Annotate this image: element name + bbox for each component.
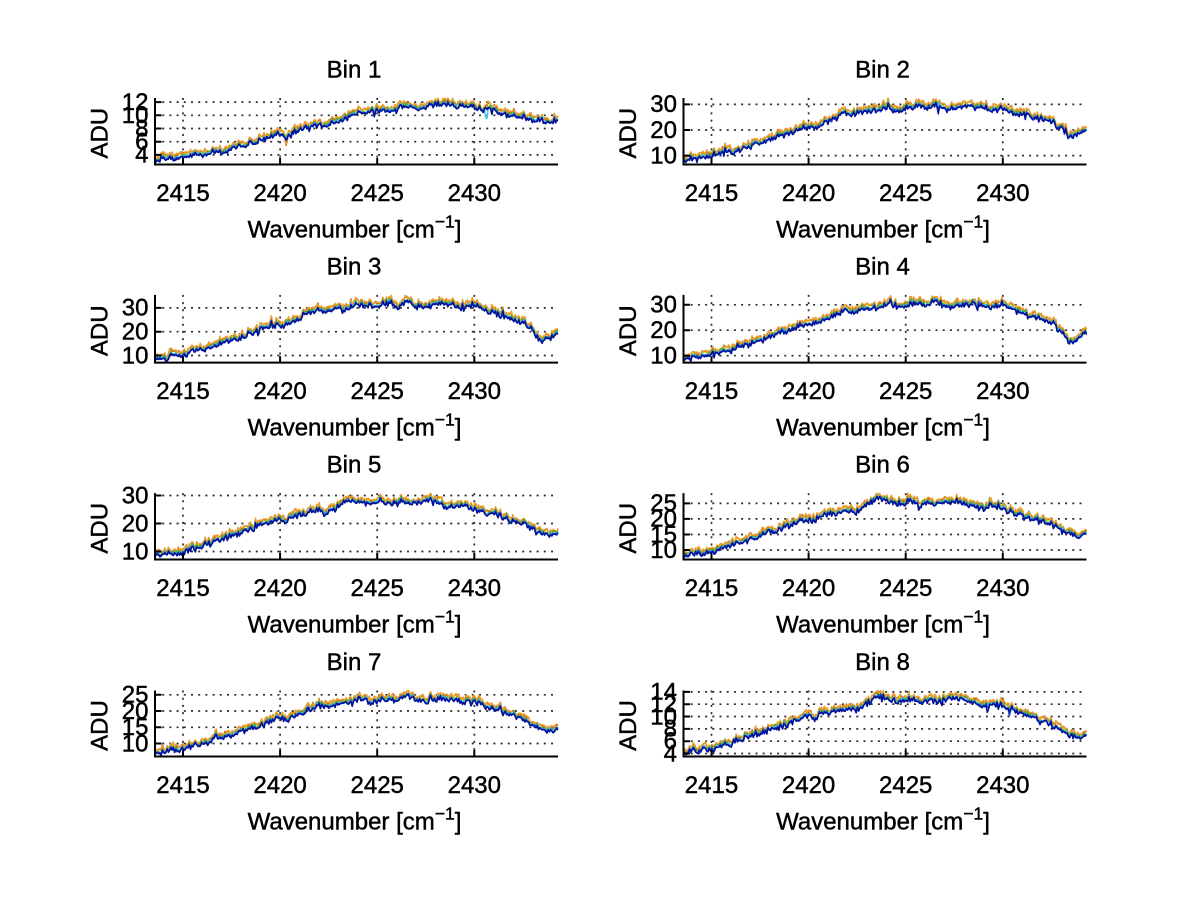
svg-text:25: 25 (122, 682, 149, 709)
svg-text:Wavenumber [cm−1]: Wavenumber [cm−1] (776, 803, 990, 835)
svg-text:2425: 2425 (879, 772, 932, 799)
svg-text:2420: 2420 (782, 772, 835, 799)
svg-text:20: 20 (122, 319, 149, 346)
svg-text:Bin 3: Bin 3 (327, 253, 382, 280)
svg-text:15: 15 (122, 714, 149, 741)
svg-text:14: 14 (650, 679, 677, 706)
svg-text:Bin 1: Bin 1 (327, 57, 382, 84)
svg-text:ADU: ADU (615, 108, 642, 159)
svg-text:25: 25 (650, 490, 677, 517)
svg-text:10: 10 (122, 342, 149, 369)
svg-text:Bin 8: Bin 8 (855, 649, 910, 676)
svg-text:2425: 2425 (351, 772, 404, 799)
svg-text:12: 12 (122, 89, 149, 116)
svg-text:30: 30 (650, 91, 677, 118)
svg-text:Wavenumber [cm−1]: Wavenumber [cm−1] (776, 606, 990, 638)
svg-text:10: 10 (650, 142, 677, 169)
svg-text:Wavenumber [cm−1]: Wavenumber [cm−1] (776, 409, 990, 441)
svg-text:2415: 2415 (685, 575, 738, 602)
svg-text:2420: 2420 (782, 378, 835, 405)
svg-text:2425: 2425 (879, 575, 932, 602)
svg-text:2425: 2425 (351, 180, 404, 207)
svg-text:2420: 2420 (253, 575, 306, 602)
svg-text:2430: 2430 (976, 180, 1029, 207)
svg-text:Bin 2: Bin 2 (855, 57, 910, 84)
svg-text:2430: 2430 (976, 772, 1029, 799)
svg-text:Wavenumber [cm−1]: Wavenumber [cm−1] (248, 409, 462, 441)
svg-text:2430: 2430 (448, 378, 501, 405)
svg-text:2430: 2430 (976, 378, 1029, 405)
svg-text:2430: 2430 (448, 575, 501, 602)
svg-text:20: 20 (650, 506, 677, 533)
svg-text:Wavenumber [cm−1]: Wavenumber [cm−1] (248, 211, 462, 243)
svg-text:2420: 2420 (253, 378, 306, 405)
svg-text:30: 30 (650, 292, 677, 319)
svg-text:20: 20 (122, 510, 149, 537)
svg-text:8: 8 (664, 716, 677, 743)
svg-text:2420: 2420 (253, 772, 306, 799)
svg-text:10: 10 (650, 703, 677, 730)
svg-text:2420: 2420 (782, 180, 835, 207)
svg-text:4: 4 (135, 142, 148, 169)
svg-text:6: 6 (135, 129, 148, 156)
svg-text:Wavenumber [cm−1]: Wavenumber [cm−1] (776, 211, 990, 243)
svg-text:ADU: ADU (87, 108, 114, 159)
svg-text:Wavenumber [cm−1]: Wavenumber [cm−1] (248, 606, 462, 638)
svg-text:ADU: ADU (87, 503, 114, 554)
svg-text:Bin 6: Bin 6 (855, 452, 910, 479)
svg-text:10: 10 (122, 538, 149, 565)
svg-text:ADU: ADU (87, 305, 114, 356)
svg-text:2415: 2415 (156, 772, 209, 799)
svg-text:2430: 2430 (448, 180, 501, 207)
svg-text:2415: 2415 (156, 575, 209, 602)
svg-text:2430: 2430 (976, 575, 1029, 602)
svg-text:10: 10 (650, 343, 677, 370)
svg-text:ADU: ADU (615, 700, 642, 751)
svg-text:2415: 2415 (156, 180, 209, 207)
svg-text:Bin 4: Bin 4 (855, 253, 910, 280)
svg-text:4: 4 (664, 740, 677, 767)
svg-text:ADU: ADU (615, 305, 642, 356)
svg-text:2415: 2415 (156, 378, 209, 405)
svg-text:15: 15 (650, 521, 677, 548)
svg-text:2425: 2425 (351, 378, 404, 405)
svg-text:Bin 7: Bin 7 (327, 649, 382, 676)
svg-text:20: 20 (122, 698, 149, 725)
svg-text:12: 12 (650, 691, 677, 718)
svg-text:10: 10 (122, 102, 149, 129)
svg-text:2430: 2430 (448, 772, 501, 799)
svg-text:Bin 5: Bin 5 (327, 452, 382, 479)
svg-text:10: 10 (650, 537, 677, 564)
svg-text:2420: 2420 (782, 575, 835, 602)
svg-text:2425: 2425 (879, 378, 932, 405)
svg-text:2415: 2415 (685, 772, 738, 799)
svg-text:ADU: ADU (615, 503, 642, 554)
svg-text:20: 20 (650, 117, 677, 144)
svg-text:30: 30 (122, 482, 149, 509)
svg-text:10: 10 (122, 730, 149, 757)
svg-text:2415: 2415 (685, 378, 738, 405)
svg-text:2425: 2425 (879, 180, 932, 207)
svg-text:8: 8 (135, 115, 148, 142)
svg-text:2425: 2425 (351, 575, 404, 602)
svg-text:2415: 2415 (685, 180, 738, 207)
svg-text:6: 6 (664, 728, 677, 755)
svg-text:Wavenumber [cm−1]: Wavenumber [cm−1] (248, 803, 462, 835)
svg-text:30: 30 (122, 295, 149, 322)
svg-text:20: 20 (650, 317, 677, 344)
svg-text:ADU: ADU (87, 700, 114, 751)
svg-text:2420: 2420 (253, 180, 306, 207)
